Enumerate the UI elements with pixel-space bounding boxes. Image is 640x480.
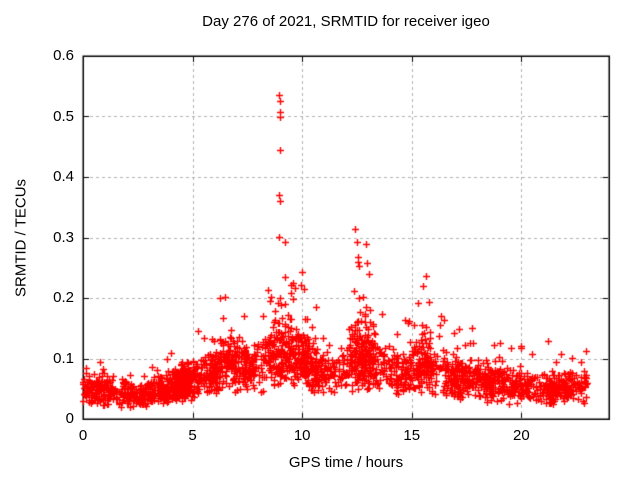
y-tick-label: 0.1	[53, 349, 74, 367]
x-tick-label: 15	[403, 427, 421, 444]
x-tick-label: 0	[78, 427, 88, 444]
chart-title: Day 276 of 2021, SRMTID for receiver ige…	[202, 13, 490, 30]
y-tick-label: 0.5	[53, 107, 74, 125]
x-tick-label: 10	[293, 427, 311, 444]
y-tick-label: 0	[65, 410, 74, 427]
y-tick-label: 0.6	[53, 47, 74, 64]
y-tick-label: 0.4	[53, 168, 74, 185]
x-axis-label: GPS time / hours	[288, 454, 404, 471]
y-tick-label: 0.3	[53, 228, 74, 246]
x-tick-label: 5	[188, 427, 197, 444]
x-tick-label: 20	[512, 427, 530, 444]
y-tick-label: 0.2	[53, 289, 74, 306]
